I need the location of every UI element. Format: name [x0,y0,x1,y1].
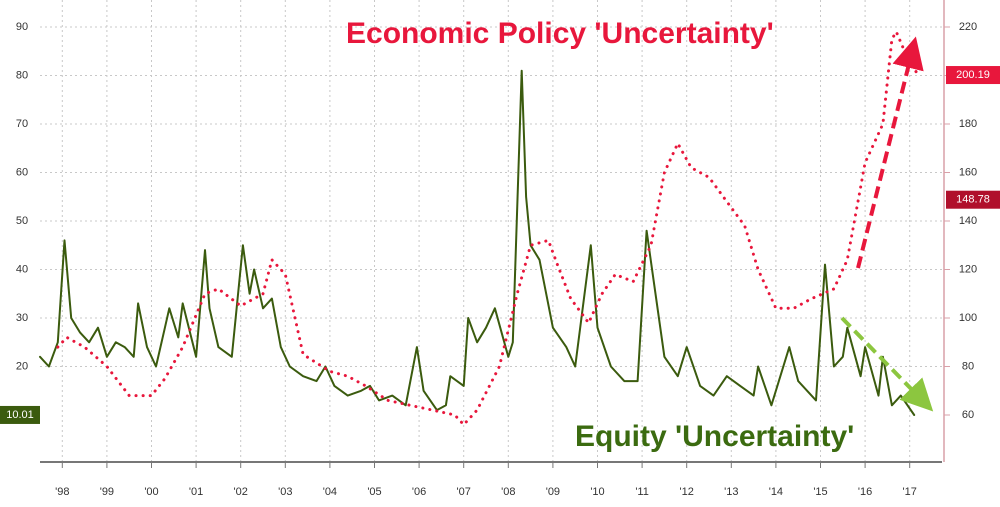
green-arrow [840,316,934,412]
x-tick-label: '06 [412,486,426,498]
x-tick-label: '17 [903,486,917,498]
y2-tick-label: 160 [959,166,977,178]
y2-tick-label: 220 [959,21,977,33]
y-tick-label: 50 [16,215,28,227]
x-tick-label: '16 [858,486,872,498]
y2-tick-label: 180 [959,118,977,130]
x-tick-label: '12 [680,486,694,498]
x-tick-label: '10 [590,486,604,498]
y2-tick-label: 60 [962,409,974,421]
y2-tick-label: 140 [959,215,977,227]
x-tick-label: '08 [501,486,515,498]
marker-label: 148.78 [956,194,990,206]
annotation-epu: Economic Policy 'Uncertainty' [346,17,774,50]
value-label: 200.19 [956,69,990,81]
annotation-equity: Equity 'Uncertainty' [575,420,854,453]
value-label: 10.01 [6,409,34,421]
x-tick-label: '00 [144,486,158,498]
y-tick-label: 60 [16,166,28,178]
x-tick-label: '05 [367,486,381,498]
y-tick-label: 80 [16,69,28,81]
red-arrow [856,36,924,269]
x-tick-label: '15 [813,486,827,498]
y-tick-label: 40 [16,263,28,275]
x-tick-label: '04 [323,486,337,498]
x-tick-label: '99 [100,486,114,498]
y-tick-label: 90 [16,21,28,33]
y2-tick-label: 80 [962,360,974,372]
labels: 2030405060708090608010012014016018020022… [0,21,1000,498]
y-tick-label: 70 [16,118,28,130]
x-tick-label: '14 [769,486,783,498]
y2-tick-label: 100 [959,312,977,324]
x-tick-label: '01 [189,486,203,498]
y-tick-label: 30 [16,312,28,324]
x-tick-label: '09 [546,486,560,498]
value-badge [946,66,1000,85]
grid [40,0,942,462]
y-tick-label: 20 [16,360,28,372]
marker-badge [946,190,1000,209]
value-badge [0,405,40,424]
x-tick-label: '03 [278,486,292,498]
x-tick-label: '02 [234,486,248,498]
y2-tick-label: 120 [959,263,977,275]
x-tick-label: '07 [457,486,471,498]
x-tick-label: '98 [55,486,69,498]
series-line [39,69,916,416]
x-tick-label: '13 [724,486,738,498]
series-line [56,30,921,427]
series-layer [39,30,921,427]
x-tick-label: '11 [635,486,649,498]
